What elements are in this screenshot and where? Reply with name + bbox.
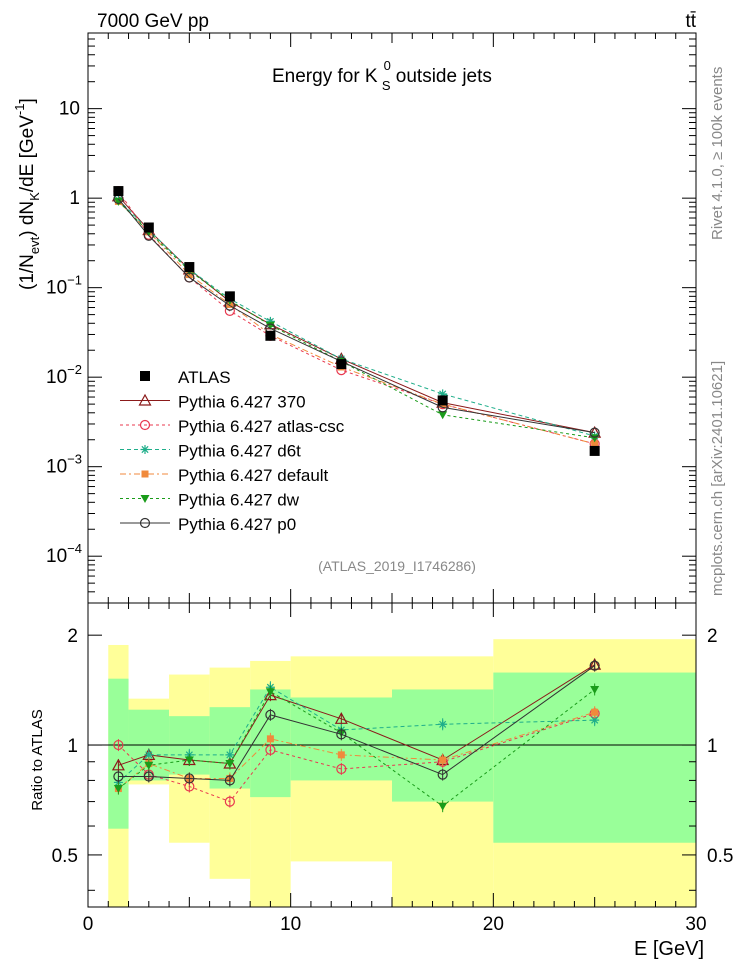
ratio-point-0	[334, 712, 348, 724]
ratio-point-5	[265, 709, 276, 720]
ratio-point-3	[591, 708, 599, 716]
chart-title: Energy for K0 S outside jets	[272, 58, 492, 93]
ratio-point-3	[266, 735, 274, 743]
ratio-point-5	[184, 773, 195, 784]
legend-marker-0	[138, 393, 152, 406]
series-point-5	[589, 427, 600, 438]
ratio-y-tick-label-right: 0.5	[707, 846, 733, 867]
band-inner-0	[108, 678, 129, 829]
ratio-point-2	[438, 719, 448, 729]
ratio-point-3	[439, 756, 447, 764]
ratio-point-3	[337, 751, 345, 759]
ratio-point-5	[143, 771, 154, 782]
ratio-point-1	[224, 796, 235, 807]
ratio-y-axis-label: Ratio to ATLAS	[29, 709, 46, 810]
series-line-5	[118, 198, 595, 434]
series-point-2	[438, 389, 448, 399]
series-point-4	[265, 321, 275, 330]
data-point	[143, 222, 154, 233]
y-axis-label: (1/Nevt) dNK/dE [GeV-1]	[12, 98, 42, 290]
ratio-point-1	[265, 744, 276, 755]
ratio-y-tick-label-right: 2	[707, 626, 718, 647]
data-point	[113, 186, 124, 197]
ratio-line-3	[118, 711, 595, 789]
ratio-point-5	[336, 729, 347, 740]
data-point	[336, 359, 347, 370]
x-tick-label: 30	[685, 914, 706, 935]
ratio-line-5	[118, 665, 595, 781]
legend-label-5: Pythia 6.427 p0	[178, 515, 296, 534]
series-point-4	[113, 197, 123, 206]
ratio-point-5	[224, 775, 235, 786]
mcplots-label: mcplots.cern.ch [arXiv:2401.10621]	[709, 361, 726, 596]
x-tick-label: 10	[280, 914, 301, 935]
x-axis-label: E [GeV]	[634, 938, 704, 960]
legend-marker-data	[140, 371, 150, 381]
ratio-line-2	[118, 686, 595, 783]
ratio-point-0	[263, 688, 277, 701]
band-inner-7	[493, 672, 696, 843]
series-point-2	[265, 316, 275, 326]
series-line-4	[118, 201, 595, 439]
ratio-point-4	[438, 802, 448, 811]
y-tick-label: 10−4	[46, 541, 82, 567]
ratio-panel: 2 2 1 1 0.5 0.5 0 10 20 30	[52, 602, 733, 935]
legend-marker-4	[140, 495, 150, 503]
data-point	[437, 395, 448, 406]
ratio-y-tick-label: 1	[67, 736, 78, 757]
series-line-3	[118, 201, 595, 445]
series-point-4	[438, 411, 448, 420]
legend-label-4: Pythia 6.427 dw	[178, 491, 300, 510]
ratio-point-5	[113, 771, 124, 782]
ratio-y-tick-label: 2	[67, 626, 78, 647]
legend-marker-1	[139, 419, 151, 431]
data-point	[184, 262, 195, 273]
ratio-y-tick-label-right: 1	[707, 736, 718, 757]
legend-marker-2	[140, 445, 150, 454]
ratio-point-0	[111, 758, 125, 771]
legend-marker-5	[139, 517, 151, 529]
y-tick-label: 10−3	[46, 452, 82, 478]
ratio-point-2	[144, 750, 154, 760]
y-tick-label: 1	[69, 188, 80, 209]
ratio-point-1	[113, 739, 124, 751]
series-point-5	[184, 272, 195, 283]
ratio-point-4	[590, 685, 600, 694]
ratio-point-4	[265, 688, 275, 697]
ratio-point-1	[336, 763, 347, 775]
series-line-2	[118, 199, 595, 437]
series-point-3	[591, 440, 599, 448]
legend-label-data: ATLAS	[178, 368, 231, 387]
ratio-point-4	[113, 785, 123, 794]
ratio-y-tick-label: 0.5	[52, 846, 78, 867]
data-point	[224, 291, 235, 302]
data-point	[265, 330, 276, 341]
x-tick-label: 20	[483, 914, 504, 935]
analysis-label: (ATLAS_2019_I1746286)	[318, 558, 476, 574]
legend-label-3: Pythia 6.427 default	[178, 466, 329, 485]
data-point	[589, 445, 600, 456]
legend-label-2: Pythia 6.427 d6t	[178, 442, 301, 461]
ratio-point-4	[225, 760, 235, 769]
ratio-point-5	[589, 660, 600, 671]
ratio-line-0	[118, 664, 595, 766]
series-line-1	[117, 190, 595, 445]
legend-label-1: Pythia 6.427 atlas-csc	[178, 417, 345, 436]
ratio-point-2	[590, 715, 600, 725]
x-tick-label: 0	[83, 914, 94, 935]
ratio-point-4	[144, 761, 154, 770]
rivet-label: Rivet 4.1.0, ≥ 100k events	[709, 67, 726, 240]
y-tick-label: 10−2	[46, 362, 82, 388]
ratio-point-2	[225, 750, 235, 760]
ratio-point-5	[437, 769, 448, 780]
legend-marker-3	[141, 470, 149, 478]
energy-label: 7000 GeV pp	[97, 11, 209, 32]
legend-label-0: Pythia 6.427 370	[178, 393, 306, 412]
y-tick-label: 10	[59, 99, 80, 120]
y-tick-label: 10−1	[46, 273, 82, 299]
ratio-point-4	[184, 756, 194, 765]
process-label: tt̄	[685, 11, 696, 32]
main-panel: 10 1 10−1 10−2 10−3 10−4 ATLAS Pythia 6.427 370…	[46, 32, 697, 604]
